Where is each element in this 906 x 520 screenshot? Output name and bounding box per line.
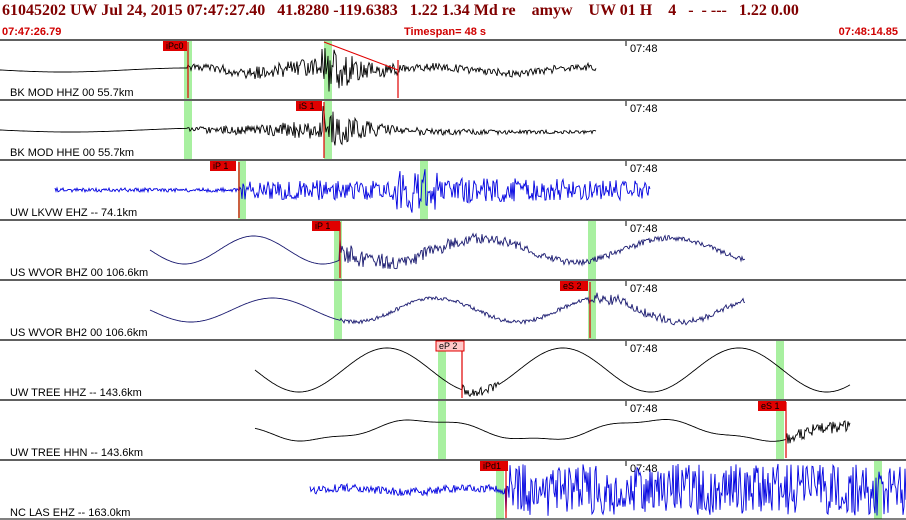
trace-panel[interactable]: 07:48 iP 1 UW LKVW EHZ -- 74.1km [0, 159, 906, 219]
phase-pick-label: eP 2 [439, 341, 457, 351]
channel-label: NC LAS EHZ -- 163.0km [10, 507, 130, 519]
channel-label: BK MOD HHE 00 55.7km [10, 147, 134, 159]
time-tick-label: 07:48 [630, 103, 658, 115]
waveform-trace [254, 347, 851, 398]
pick-window-shade [438, 401, 446, 459]
channel-label: UW TREE HHZ -- 143.6km [10, 387, 142, 399]
trace-panel[interactable]: 07:48 eS 1 UW TREE HHN -- 143.6km [0, 399, 906, 459]
pick-window-shade [334, 221, 342, 279]
trace-panel[interactable]: 07:48 iP 1 US WVOR BHZ 00 106.6km [0, 219, 906, 279]
phase-pick-label: iP 1 [213, 161, 228, 171]
channel-label: UW TREE HHN -- 143.6km [10, 447, 143, 459]
event-summary-title: 61045202 UW Jul 24, 2015 07:47:27.40 41.… [2, 2, 799, 19]
pick-window-shade [588, 221, 596, 279]
time-tick-label: 07:48 [630, 403, 658, 415]
time-tick-label: 07:48 [630, 43, 658, 55]
phase-pick-label: eS 1 [761, 401, 780, 411]
channel-label: US WVOR BH2 00 106.6km [10, 327, 148, 339]
pick-window-shade [776, 341, 784, 399]
event-header: 61045202 UW Jul 24, 2015 07:47:27.40 41.… [0, 0, 906, 40]
phase-pick-label: iS 1 [299, 101, 315, 111]
waveform-trace [254, 419, 851, 444]
trace-panel[interactable]: 07:48 eS 2 US WVOR BH2 00 106.6km [0, 279, 906, 339]
waveform-trace [54, 169, 651, 213]
time-tick-label: 07:48 [630, 283, 658, 295]
trace-panel[interactable]: 07:48 eP 2 UW TREE HHZ -- 143.6km [0, 339, 906, 399]
pick-window-shade [776, 401, 784, 459]
phase-pick-label: iPc0 [166, 41, 184, 51]
phase-pick-label: iPd1 [483, 461, 501, 471]
trace-panel[interactable]: 07:48 iS 1 BK MOD HHE 00 55.7km [0, 99, 906, 159]
end-time-label: 07:48:14.85 [838, 26, 898, 38]
channel-label: US WVOR BHZ 00 106.6km [10, 267, 148, 279]
start-time-label: 07:47:26.79 [2, 26, 62, 38]
phase-pick-label: iP 1 [315, 221, 330, 231]
trace-panel[interactable]: 07:48 iPc0 BK MOD HHZ 00 55.7km [0, 39, 906, 99]
trace-panel[interactable]: 07:48 iPd1 NC LAS EHZ -- 163.0km [0, 459, 906, 519]
coda-decay-line [323, 41, 399, 71]
time-tick-label: 07:48 [630, 163, 658, 175]
phase-pick-marker[interactable] [296, 101, 322, 111]
waveform-trace [149, 292, 746, 326]
time-tick-label: 07:48 [630, 223, 658, 235]
waveform-trace [309, 463, 906, 516]
channel-label: BK MOD HHZ 00 55.7km [10, 87, 133, 99]
phase-pick-marker[interactable] [163, 41, 187, 51]
time-tick-label: 07:48 [630, 343, 658, 355]
pick-window-shade [420, 161, 428, 219]
time-tick-label: 07:48 [630, 463, 658, 475]
pick-window-shade [184, 101, 192, 159]
pick-window-shade [588, 281, 596, 339]
timespan-label: Timespan= 48 s [404, 26, 487, 38]
waveform-trace [0, 106, 597, 146]
pick-window-shade [238, 161, 246, 219]
channel-label: UW LKVW EHZ -- 74.1km [10, 207, 137, 219]
phase-pick-marker[interactable] [560, 281, 588, 291]
phase-pick-label: eS 2 [563, 281, 582, 291]
phase-pick-marker[interactable] [435, 340, 465, 352]
phase-pick-marker[interactable] [210, 161, 236, 171]
phase-pick-marker[interactable] [312, 221, 340, 231]
phase-pick-marker[interactable] [480, 461, 508, 471]
waveform-trace [149, 232, 746, 270]
pick-window-shade [334, 281, 342, 339]
pick-window-shade [438, 341, 446, 399]
waveform-trace [0, 48, 597, 92]
phase-pick-marker[interactable] [758, 401, 786, 411]
